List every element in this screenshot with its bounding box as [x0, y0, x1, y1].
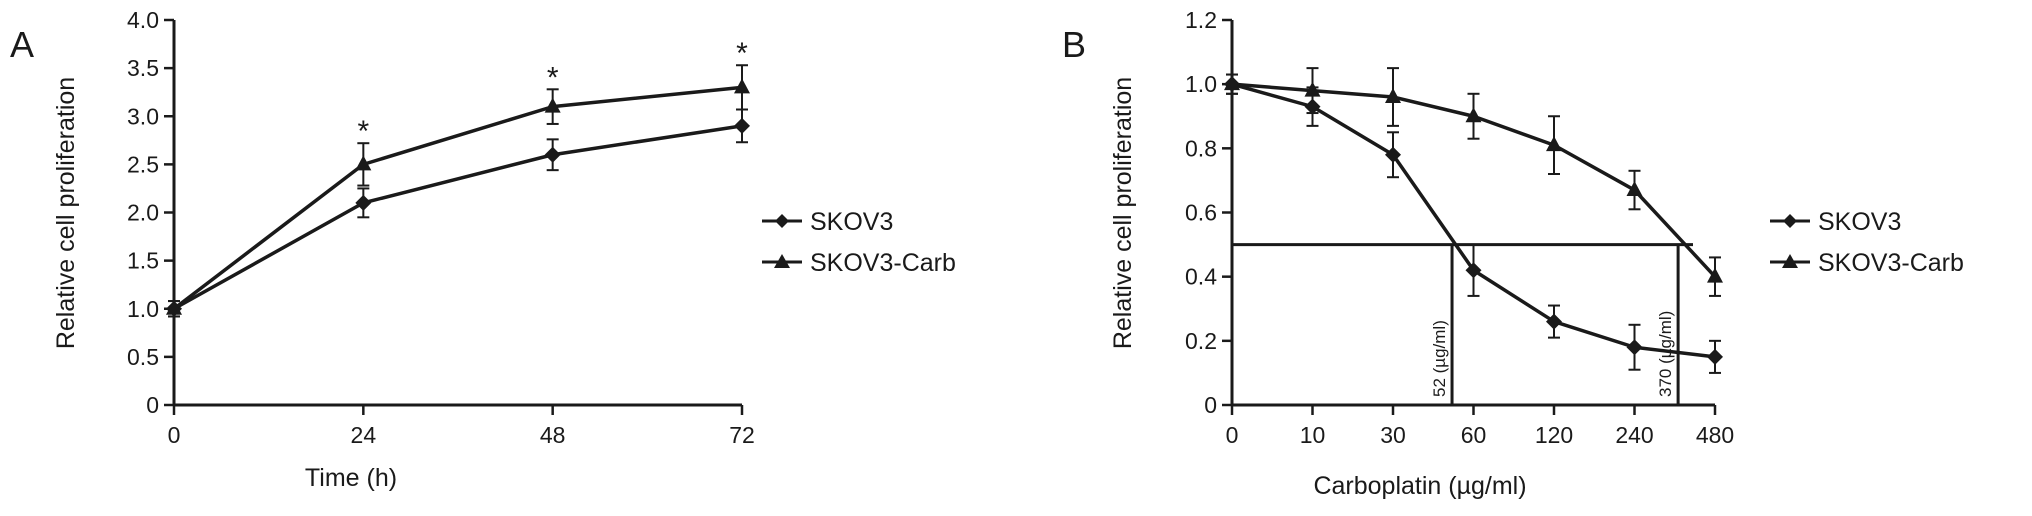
data-point-skov3	[355, 194, 372, 211]
y-tick-label: 0.6	[1185, 200, 1217, 226]
x-tick-label: 0	[168, 422, 181, 448]
significance-star: *	[357, 115, 369, 148]
panel-label: A	[10, 24, 34, 65]
data-point-skov3-carb	[355, 155, 372, 171]
y-tick-label: 0.5	[127, 344, 159, 370]
y-tick-label: 4.0	[127, 7, 159, 33]
y-tick-label: 1.0	[1185, 71, 1217, 97]
data-point-skov3-carb	[734, 78, 750, 94]
y-tick-label: 2.0	[127, 200, 159, 226]
data-point-skov3-carb	[166, 299, 182, 315]
significance-star: *	[736, 37, 748, 70]
y-axis-title: Relative cell proliferation	[1109, 77, 1137, 349]
data-point-skov3	[1465, 262, 1482, 279]
data-point-skov3	[1626, 339, 1643, 356]
legend-marker-skov3-carb	[1770, 254, 1810, 268]
y-tick-label: 0	[1204, 392, 1217, 418]
x-tick-label: 60	[1461, 422, 1487, 448]
x-tick-label: 0	[1226, 422, 1239, 448]
x-tick-label: 10	[1300, 422, 1326, 448]
y-tick-label: 0.4	[1185, 264, 1217, 290]
data-point-skov3-carb	[544, 97, 561, 113]
legend-marker-skov3	[1770, 214, 1810, 228]
legend-marker-skov3-carb	[762, 254, 802, 268]
data-point-skov3-carb	[1224, 75, 1240, 91]
legend-label-skov3: SKOV3	[810, 208, 893, 236]
legend-marker-skov3	[762, 214, 802, 228]
x-tick-label: 480	[1696, 422, 1734, 448]
series-line-skov3	[173, 124, 743, 311]
axes: 0 0.5 1.0 1.5 2.0 2.5 3.0 3.5 4.0 0 24 48 72	[127, 7, 755, 448]
y-tick-label: 1.5	[127, 248, 159, 274]
legend: SKOV3 SKOV3-Carb	[1770, 208, 1964, 277]
series-line-skov3-carb	[172, 85, 743, 311]
data-point-skov3	[544, 146, 561, 163]
significance-star: *	[547, 61, 559, 94]
series-group	[166, 64, 750, 318]
y-tick-label: 1.2	[1185, 7, 1217, 33]
data-point-skov3-carb	[1465, 107, 1482, 123]
x-tick-label: 72	[729, 422, 755, 448]
y-tick-label: 0	[146, 392, 159, 418]
data-point-skov3	[1385, 146, 1401, 163]
y-tick-label: 0.2	[1185, 328, 1217, 354]
x-tick-label: 120	[1535, 422, 1573, 448]
legend-label-skov3-carb: SKOV3-Carb	[1818, 249, 1964, 277]
x-axis-title: Carboplatin (µg/ml)	[1313, 472, 1526, 500]
data-point-skov3	[734, 117, 750, 134]
y-tick-label: 2.5	[127, 151, 159, 177]
data-point-skov3-carb	[1546, 136, 1562, 152]
y-tick-label: 0.8	[1185, 135, 1217, 161]
x-tick-label: 30	[1380, 422, 1406, 448]
ic50-label-52: 52 (µg/ml)	[1430, 320, 1449, 397]
data-point-skov3	[1546, 313, 1562, 330]
x-axis-title: Time (h)	[305, 464, 397, 492]
series-group	[1224, 67, 1723, 374]
legend-label-skov3: SKOV3	[1818, 208, 1901, 236]
x-tick-label: 240	[1615, 422, 1653, 448]
y-tick-label: 3.5	[127, 55, 159, 81]
data-point-skov3	[1707, 348, 1723, 365]
chart-panel-b: B Relative cell proliferation Carboplati…	[1062, 7, 1964, 500]
panel-label: B	[1062, 24, 1086, 65]
legend-label-skov3-carb: SKOV3-Carb	[810, 249, 956, 277]
legend: SKOV3 SKOV3-Carb	[762, 208, 956, 277]
y-tick-label: 3.0	[127, 103, 159, 129]
data-point-skov3-carb	[1707, 267, 1723, 283]
x-tick-label: 24	[351, 422, 377, 448]
y-tick-label: 1.0	[127, 296, 159, 322]
axes: 0 0.2 0.4 0.6 0.8 1.0 1.2 0 10 30 60 120 240 480	[1185, 7, 1734, 448]
data-point-skov3-carb	[1626, 181, 1643, 197]
ic50-label-370: 370 (µg/ml)	[1656, 311, 1675, 397]
significance-group: * * *	[357, 37, 748, 148]
chart-panel-a: A Relative cell proliferation Time (h) 0…	[10, 7, 956, 492]
data-point-skov3-carb	[1385, 88, 1401, 103]
reference-lines: 52 (µg/ml) 370 (µg/ml)	[1232, 243, 1693, 405]
y-axis-title: Relative cell proliferation	[52, 77, 80, 349]
data-point-skov3-carb	[1304, 81, 1321, 97]
x-tick-label: 48	[540, 422, 566, 448]
